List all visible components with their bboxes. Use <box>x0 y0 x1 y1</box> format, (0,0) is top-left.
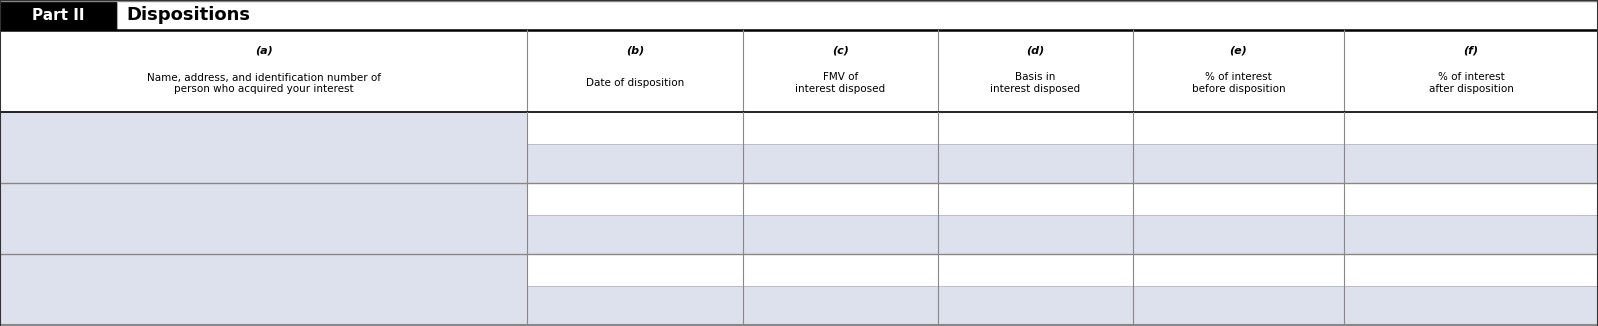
Bar <box>938 112 1133 144</box>
Bar <box>1344 215 1598 254</box>
Bar <box>1133 286 1344 325</box>
Bar <box>527 254 743 286</box>
Bar <box>1344 183 1598 215</box>
Bar <box>0 183 527 254</box>
Text: (e): (e) <box>1229 46 1248 55</box>
Bar <box>938 286 1133 325</box>
Bar <box>938 144 1133 183</box>
Bar <box>527 286 743 325</box>
Bar <box>938 215 1133 254</box>
Text: (f): (f) <box>1464 46 1478 55</box>
Bar <box>743 112 938 144</box>
Bar <box>1133 254 1344 286</box>
Bar <box>938 183 1133 215</box>
Text: Basis in
interest disposed: Basis in interest disposed <box>991 72 1080 94</box>
Bar <box>743 183 938 215</box>
Text: % of interest
after disposition: % of interest after disposition <box>1429 72 1513 94</box>
Bar <box>1133 144 1344 183</box>
Text: FMV of
interest disposed: FMV of interest disposed <box>796 72 885 94</box>
Bar <box>938 254 1133 286</box>
Text: (a): (a) <box>254 46 273 55</box>
Bar <box>1133 215 1344 254</box>
Bar <box>527 215 743 254</box>
Bar <box>1344 112 1598 144</box>
Text: % of interest
before disposition: % of interest before disposition <box>1192 72 1285 94</box>
Bar <box>527 183 743 215</box>
Bar <box>0 254 527 325</box>
Bar <box>1344 286 1598 325</box>
Bar <box>1344 144 1598 183</box>
Bar <box>0 30 1598 112</box>
Bar <box>1133 183 1344 215</box>
Bar <box>0 112 527 183</box>
Bar <box>527 112 743 144</box>
Bar <box>1133 112 1344 144</box>
Bar <box>743 215 938 254</box>
Text: Part II: Part II <box>32 7 85 22</box>
Bar <box>527 144 743 183</box>
Bar <box>743 144 938 183</box>
Bar <box>0 0 117 30</box>
Bar <box>743 254 938 286</box>
Text: (c): (c) <box>833 46 849 55</box>
Text: (d): (d) <box>1026 46 1045 55</box>
Text: Dispositions: Dispositions <box>126 6 251 24</box>
Text: (b): (b) <box>626 46 644 55</box>
Bar <box>1344 254 1598 286</box>
Text: Date of disposition: Date of disposition <box>586 78 684 88</box>
Text: Name, address, and identification number of
person who acquired your interest: Name, address, and identification number… <box>147 72 380 94</box>
Bar <box>743 286 938 325</box>
